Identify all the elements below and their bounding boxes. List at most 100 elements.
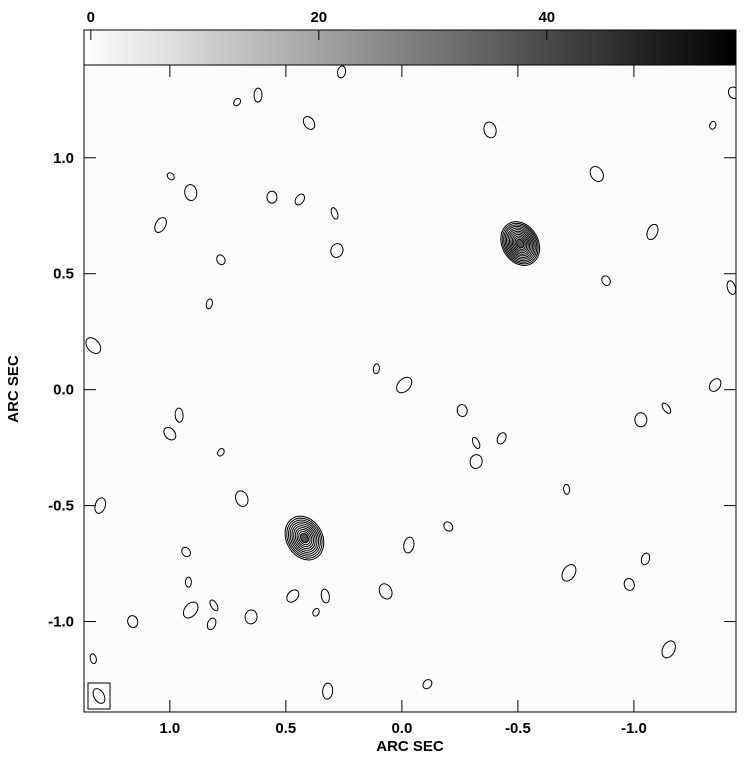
plot-frame xyxy=(83,64,737,713)
noise-contour xyxy=(496,432,507,445)
noise-contour xyxy=(709,120,717,130)
source-contour xyxy=(516,238,525,249)
colorbar-tick-label: 0 xyxy=(87,9,95,26)
noise-contour xyxy=(330,243,344,258)
noise-contour xyxy=(286,589,300,603)
noise-contour xyxy=(184,576,192,588)
source-contour xyxy=(501,222,539,265)
noise-contour xyxy=(206,617,217,631)
noise-contour xyxy=(320,588,330,604)
x-tick-label: 0.5 xyxy=(275,720,296,737)
noise-contour xyxy=(561,564,577,582)
noise-contour xyxy=(233,97,242,107)
noise-contour xyxy=(85,337,102,354)
source-contour xyxy=(506,227,535,260)
noise-contour xyxy=(456,404,468,418)
noise-contour xyxy=(205,298,213,310)
source-contour xyxy=(289,521,320,555)
noise-contour xyxy=(634,412,648,428)
noise-contour xyxy=(302,116,316,130)
source-contour xyxy=(299,532,309,544)
noise-contour xyxy=(727,86,736,100)
noise-contour xyxy=(601,275,611,286)
source-contour xyxy=(293,525,316,551)
noise-contour xyxy=(182,601,199,619)
noise-contour xyxy=(322,682,334,700)
noise-contour xyxy=(469,454,483,470)
noise-contour xyxy=(184,184,198,202)
noise-contour xyxy=(94,497,107,514)
y-tick-label: -1.0 xyxy=(48,614,74,631)
x-tick-label: 0.0 xyxy=(391,720,412,737)
x-axis-label: ARC SEC xyxy=(376,738,444,755)
source-contour xyxy=(508,230,532,257)
noise-contour xyxy=(403,536,415,554)
noise-contour xyxy=(378,583,393,600)
noise-contour xyxy=(209,599,219,612)
noise-contour xyxy=(235,490,249,507)
noise-contour xyxy=(216,254,226,266)
beam-box xyxy=(87,682,111,710)
source-contour xyxy=(286,517,323,559)
noise-contour xyxy=(163,427,177,441)
noise-contour xyxy=(89,653,97,665)
source-contour xyxy=(510,232,531,255)
source-contour xyxy=(284,515,325,561)
noise-contour xyxy=(661,640,676,659)
noise-contour xyxy=(661,402,672,414)
noise-contour xyxy=(181,546,191,558)
noise-contour xyxy=(253,87,263,103)
x-tick-label: -0.5 xyxy=(505,720,531,737)
source-contour xyxy=(511,233,529,254)
noise-contour xyxy=(623,578,635,591)
x-tick-label: -1.0 xyxy=(621,720,647,737)
noise-contour xyxy=(483,121,497,139)
noise-contour xyxy=(312,607,320,617)
source-contour xyxy=(298,530,311,546)
noise-contour xyxy=(244,609,258,625)
noise-contour xyxy=(726,280,736,295)
source xyxy=(500,221,541,266)
colorbar xyxy=(83,29,737,66)
y-tick-label: 0.5 xyxy=(53,266,74,283)
plot-area xyxy=(85,65,736,700)
noise-contour xyxy=(166,172,175,181)
noise-contour xyxy=(127,615,139,628)
noise-contour xyxy=(174,407,184,423)
y-tick-label: -0.5 xyxy=(48,498,74,515)
source-contour xyxy=(504,225,536,262)
noise-contour xyxy=(422,679,433,690)
noise-contour xyxy=(266,190,278,204)
noise-contour xyxy=(336,65,347,79)
noise-contour xyxy=(640,552,651,566)
source-contour xyxy=(513,235,528,252)
noise-contour xyxy=(708,378,722,392)
source-contour xyxy=(500,221,541,266)
source-contour xyxy=(507,229,533,258)
noise-contour xyxy=(396,376,413,394)
noise-contour xyxy=(563,483,571,495)
source-contour xyxy=(514,237,526,251)
noise-contour xyxy=(154,217,167,233)
beam xyxy=(92,688,106,704)
noise-contour xyxy=(589,166,604,182)
source-contour xyxy=(296,529,313,548)
source xyxy=(284,515,325,561)
source-contour xyxy=(294,527,315,549)
noise-contour xyxy=(443,521,454,532)
y-tick-label: 1.0 xyxy=(53,150,74,167)
source-contour xyxy=(291,523,318,553)
noise-contour xyxy=(330,207,339,220)
noise-contour xyxy=(217,448,225,457)
source-contour xyxy=(503,224,538,263)
noise-contour xyxy=(294,193,306,206)
noise-contour xyxy=(372,363,380,375)
colorbar-tick-label: 40 xyxy=(538,9,555,26)
y-axis-label: ARC SEC xyxy=(5,355,22,423)
source-contour xyxy=(287,519,321,557)
x-tick-label: 1.0 xyxy=(159,720,180,737)
noise-contour xyxy=(646,223,659,241)
noise-contour xyxy=(471,436,481,450)
